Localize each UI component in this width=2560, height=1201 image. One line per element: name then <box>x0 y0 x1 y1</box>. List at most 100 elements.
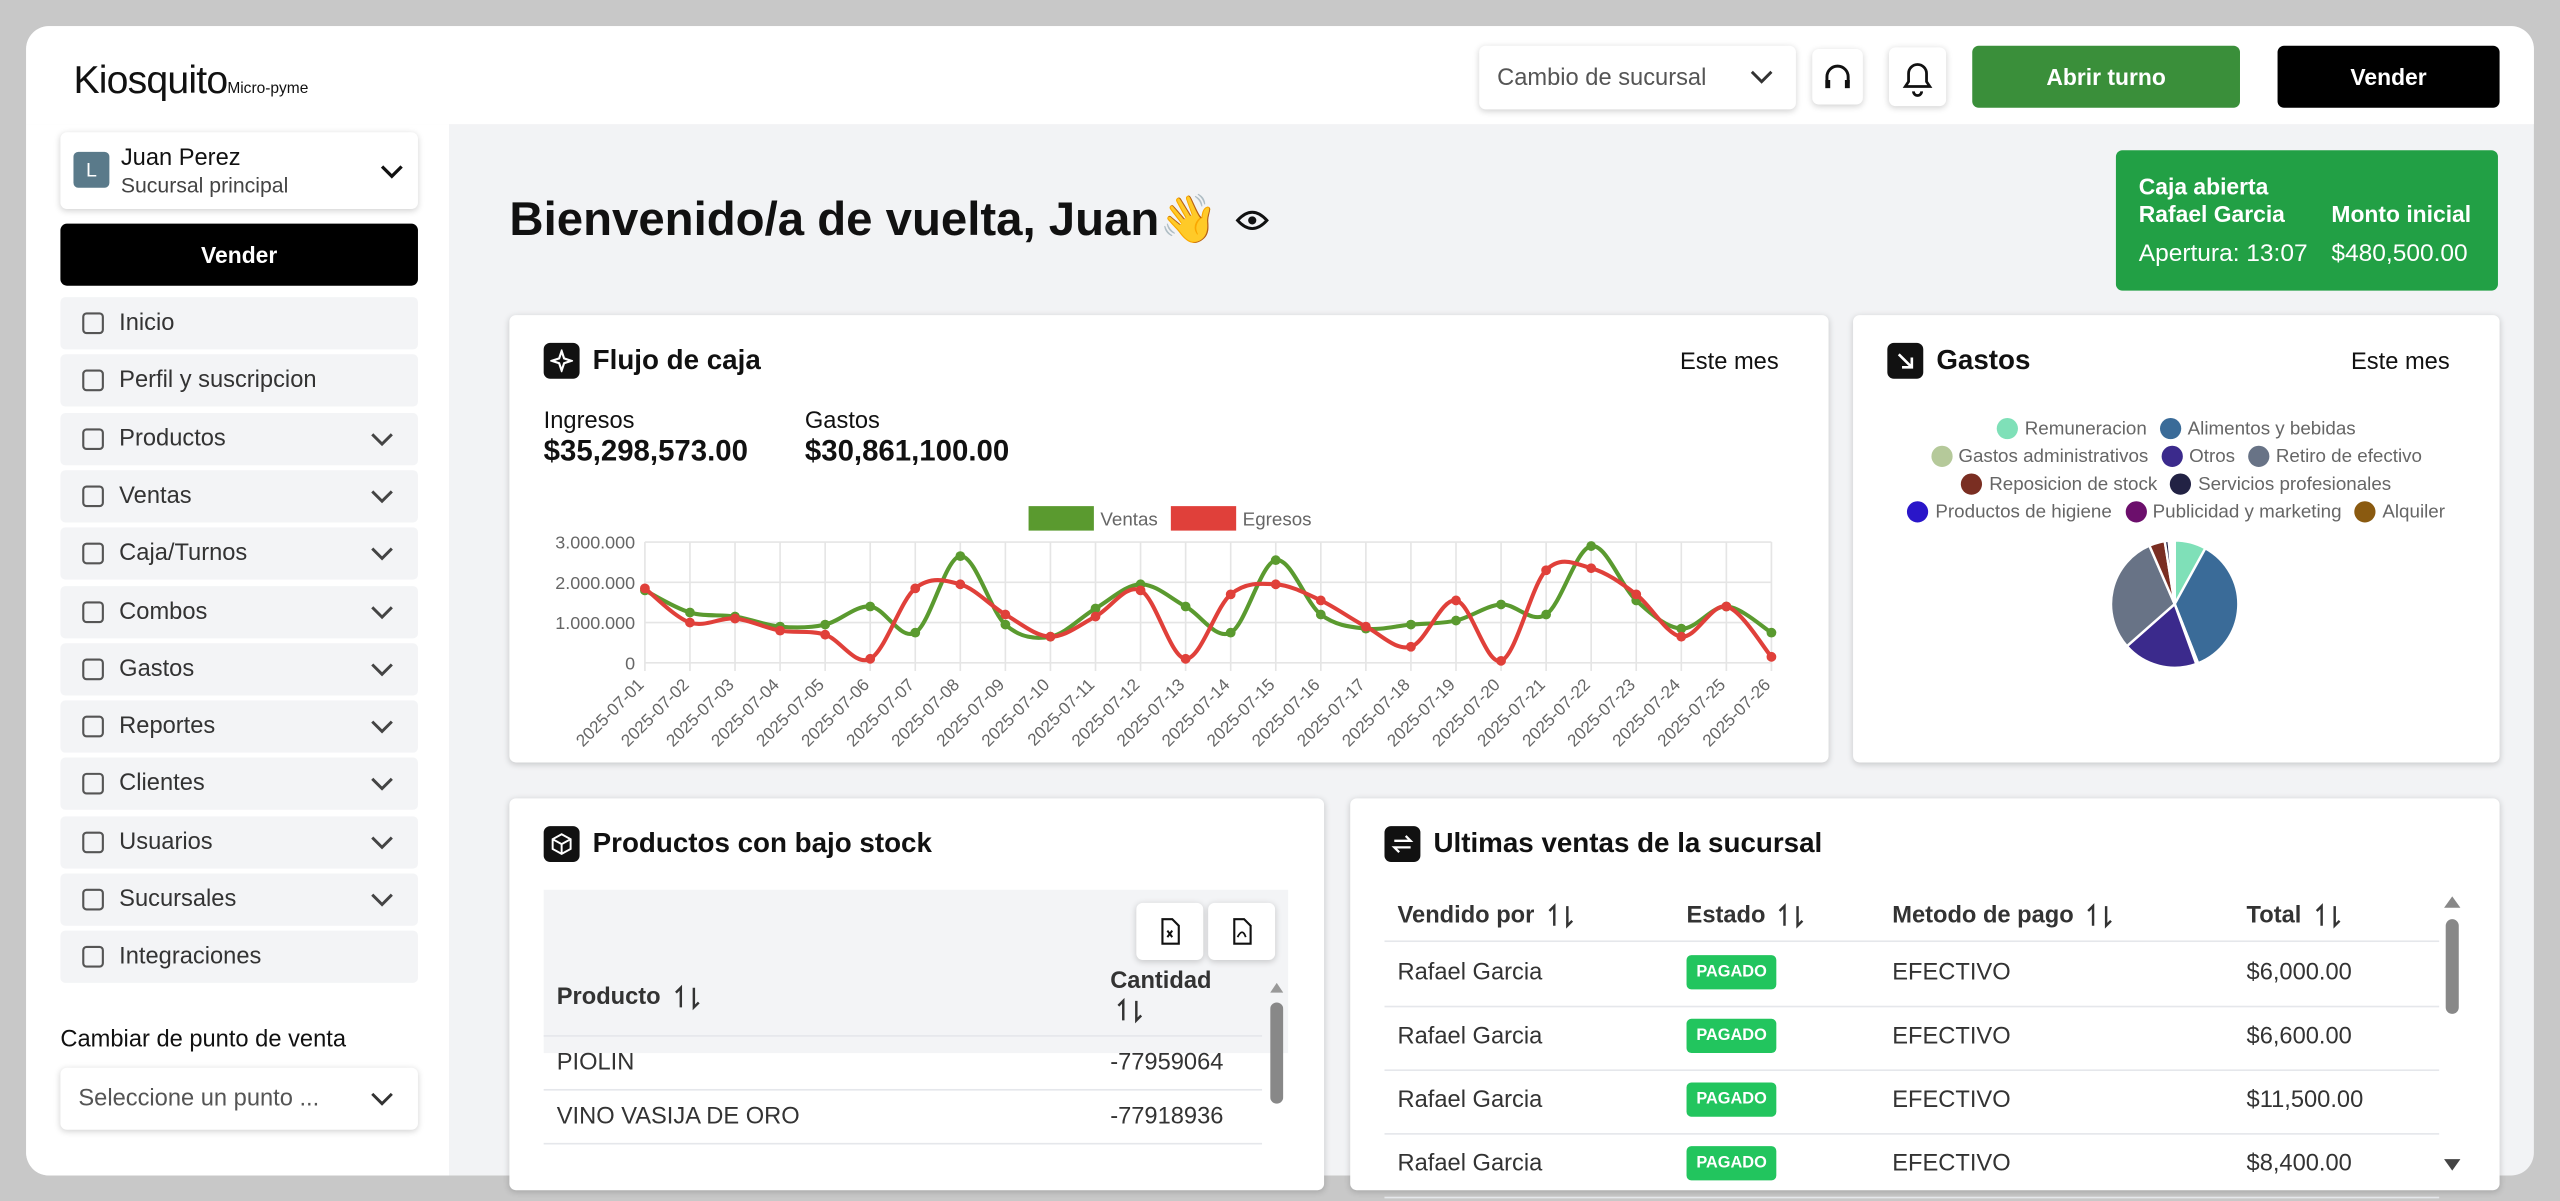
brand-sub: Micro-pyme <box>227 79 309 98</box>
recent-sales-card: Ultimas ventas de la sucursal Vendido po… <box>1350 798 2500 1199</box>
point <box>1315 609 1326 620</box>
chevron-path <box>371 893 393 907</box>
cash-box: Caja abierta Rafael Garcia Monto inicial… <box>2115 150 2498 291</box>
column-header: Cantidad <box>1110 968 1212 995</box>
point <box>1270 579 1281 590</box>
cell: EFECTIVO <box>1892 959 2011 987</box>
y-tick-label: 2.000.000 <box>555 573 635 593</box>
point <box>1451 615 1461 626</box>
menu-item[interactable]: Reportes <box>60 700 418 753</box>
period[interactable]: Este mes <box>2351 349 2450 376</box>
menu-icon <box>82 485 104 508</box>
bell-icon <box>1902 63 1933 97</box>
user-card[interactable]: L Juan Perez Sucursal principal <box>60 132 418 209</box>
low-stock-card: Productos con bajo stock Producto Cantida… <box>509 798 1325 1191</box>
point <box>910 627 921 638</box>
legend-item[interactable]: Alimentos y bebidas <box>2159 417 2356 440</box>
point <box>1225 589 1236 600</box>
icon-shape <box>82 542 104 565</box>
legend-item[interactable]: Gastos administrativos <box>1930 445 2148 467</box>
icon-shape <box>82 946 104 969</box>
sell-button[interactable]: Vender <box>2277 45 2500 108</box>
legend: Remuneracion Alimentos y bebidas Gastos ad… <box>1899 417 2454 523</box>
column-header[interactable]: Estado <box>1687 903 1805 929</box>
legend-item[interactable]: Retiro de efectivo <box>2248 445 2422 467</box>
open-shift-button[interactable]: Abrir turno <box>1972 45 2240 108</box>
pos-select[interactable]: Seleccione un punto ... <box>60 1067 418 1130</box>
low-stock-table: Producto Cantidad PIOLIN -77959064 VINO VASI… <box>543 962 1263 1191</box>
point <box>1090 611 1101 622</box>
legend-item[interactable]: Reposicion de stock <box>1961 473 2157 495</box>
legend-item[interactable]: Alquiler <box>2354 501 2445 523</box>
export-excel[interactable] <box>1136 902 1204 960</box>
cell: -77918936 <box>1110 1102 1224 1129</box>
chevron-path <box>371 605 393 619</box>
legend-swatch <box>2170 473 2192 495</box>
menu-item[interactable]: Inicio <box>60 297 418 350</box>
point <box>730 613 740 624</box>
chevron <box>371 836 393 849</box>
eye-icon[interactable] <box>1235 207 1271 233</box>
support-button[interactable] <box>1812 48 1863 105</box>
menu-item[interactable]: Integraciones <box>60 931 418 984</box>
point <box>865 653 876 664</box>
card-title: Ultimas ventas de la sucursal <box>1384 826 1822 863</box>
sort-icon <box>1779 903 1804 929</box>
income: $35,298,573.00 <box>543 434 748 467</box>
pie-slice <box>2109 544 2177 648</box>
table-row: Rafael Garcia PAGADO EFECTIVO $6,000.00 <box>1384 942 2440 1008</box>
branch-select[interactable]: Cambio de sucursal <box>1479 45 1796 110</box>
legend-item[interactable]: Otros <box>2161 445 2236 467</box>
y-tick-label: 0 <box>625 653 635 673</box>
cash-flow-card: Flujo de caja Este mes Ingresos $35,298,… <box>509 315 1829 763</box>
menu-icon <box>82 542 104 565</box>
menu-item[interactable]: Caja/Turnos <box>60 527 418 580</box>
column-header[interactable]: Metodo de pago <box>1892 903 2113 929</box>
header-label: Estado <box>1686 902 1766 929</box>
menu-item[interactable]: Combos <box>60 585 418 638</box>
sort-arrows <box>675 984 700 1011</box>
legend-item[interactable]: Productos de higiene <box>1907 501 2112 523</box>
status-badge: PAGADO <box>1686 955 1777 990</box>
column-header[interactable]: Total <box>2247 903 2341 929</box>
icon-shape <box>82 370 104 392</box>
legend-item[interactable]: Publicidad y marketing <box>2124 501 2342 523</box>
pos-label: Cambiar de punto de venta <box>60 1026 346 1054</box>
y-tick-label: 3.000.000 <box>555 533 635 553</box>
sidebar-sell-button[interactable]: Vender <box>60 223 418 286</box>
recent-sales-table: Vendido por Estado Metodo de pago Total Rafa… <box>1384 890 2440 1199</box>
legend-item[interactable]: Servicios profesionales <box>2170 473 2391 495</box>
point <box>1406 641 1416 652</box>
point <box>1000 609 1011 620</box>
point <box>685 617 695 628</box>
point <box>1315 595 1326 606</box>
notifications-button[interactable] <box>1888 47 1947 107</box>
point <box>1586 563 1597 574</box>
sort-arrows <box>1117 997 1143 1024</box>
scrollbar[interactable] <box>2442 895 2462 1173</box>
menu-item[interactable]: Clientes <box>60 758 418 811</box>
opening: Apertura: 13:07 <box>2138 239 2308 268</box>
legend-item[interactable]: Remuneracion <box>1996 417 2147 440</box>
menu-item[interactable]: Perfil y suscripcion <box>60 354 418 408</box>
scrollbar[interactable] <box>1270 982 1284 1179</box>
cell: PIOLIN <box>556 1049 635 1076</box>
header-label: Metodo de pago <box>1892 902 2074 929</box>
table-row: Rafael Garcia PAGADO EFECTIVO $6,600.00 <box>1384 1006 2440 1072</box>
column-header[interactable]: Vendido por <box>1398 903 1574 929</box>
menu-item[interactable]: Productos <box>60 412 418 465</box>
menu-item[interactable]: Gastos <box>60 642 418 696</box>
export-pdf[interactable] <box>1208 902 1276 960</box>
menu-item[interactable]: Usuarios <box>60 815 418 869</box>
point <box>1766 651 1777 662</box>
pie-slice <box>2173 539 2208 605</box>
menu-item[interactable]: Ventas <box>60 470 418 523</box>
point <box>1721 601 1732 612</box>
sort-icon <box>2315 903 2340 929</box>
menu-item[interactable]: Sucursales <box>60 873 418 926</box>
period[interactable]: Este mes <box>1679 349 1779 376</box>
cell: EFECTIVO <box>1892 1023 2011 1050</box>
welcome: Bienvenido/a de vuelta, Juan👋 <box>509 193 1270 249</box>
pie-slice <box>2125 601 2198 669</box>
legend-label: Otros <box>2189 446 2236 467</box>
